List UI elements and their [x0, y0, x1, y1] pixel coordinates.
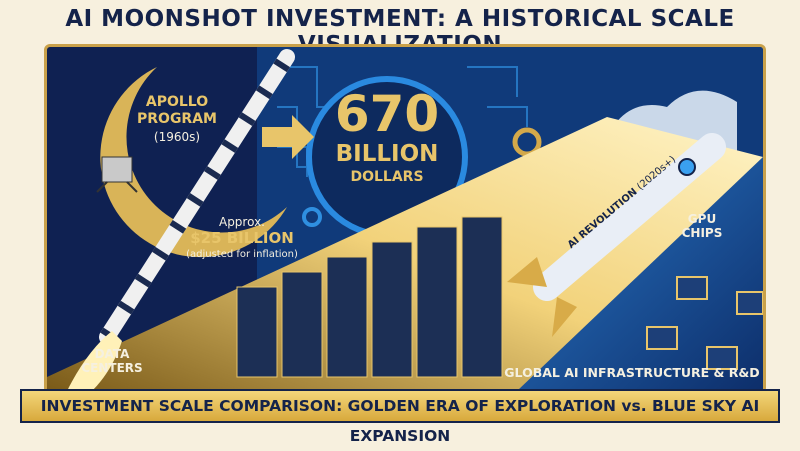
ai-unit: BILLION: [335, 141, 439, 167]
illustration-background: [47, 47, 763, 391]
gear-icon: [512, 127, 542, 157]
gear-icon: [302, 207, 322, 227]
moon-icon: [100, 67, 287, 258]
apollo-amount: $25 BILLION: [190, 229, 294, 247]
illustration-panel: APOLLO PROGRAM (1960s) Approx. $25 BILLI…: [44, 44, 766, 394]
server-racks-icon: [236, 216, 503, 378]
apollo-era: (1960s): [153, 130, 201, 144]
apollo-rocket-icon: [67, 49, 295, 391]
gpu-chips-label: GPU CHIPS: [681, 212, 723, 240]
apollo-name: APOLLO PROGRAM: [137, 94, 217, 127]
apollo-note: (adjusted for inflation): [186, 249, 298, 260]
comparison-banner: INVESTMENT SCALE COMPARISON: GOLDEN ERA …: [20, 389, 780, 445]
lunar-lander-icon: [96, 156, 138, 193]
ai-value: 670: [334, 85, 440, 143]
apollo-approx: Approx.: [218, 215, 265, 229]
ai-currency: DOLLARS: [350, 169, 424, 185]
gpu-chip-icon: [646, 276, 763, 370]
data-centers-label: DATA CENTERS: [81, 347, 143, 375]
arrow-right-icon: [262, 115, 314, 159]
ai-rocket-icon: [507, 133, 726, 337]
global-infrastructure-label: GLOBAL AI INFRASTRUCTURE & R&D: [504, 365, 760, 380]
